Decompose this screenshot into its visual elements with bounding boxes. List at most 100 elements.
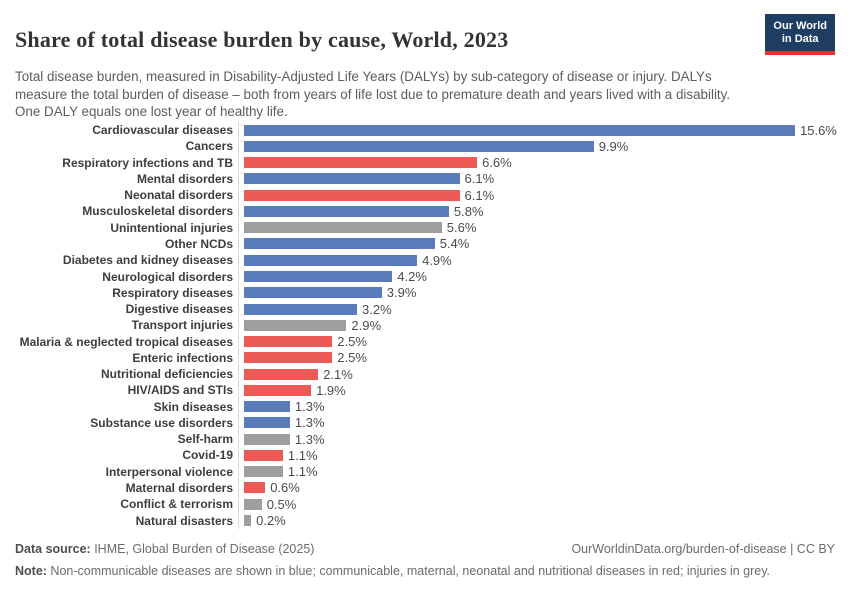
category-label: Diabetes and kidney diseases <box>62 253 233 268</box>
bar-zone: 1.3% <box>244 415 325 430</box>
bar-zone: 0.5% <box>244 497 296 512</box>
bar-row[interactable]: Mental disorders 6.1% <box>15 171 850 187</box>
bar[interactable] <box>244 287 382 299</box>
bar-zone: 6.1% <box>244 188 494 203</box>
category-label: Malaria & neglected tropical diseases <box>19 334 233 349</box>
bar[interactable] <box>244 384 312 396</box>
category-label: Other NCDs <box>164 236 233 251</box>
bar-row[interactable]: Respiratory infections and TB 6.6% <box>15 155 850 171</box>
bar[interactable] <box>244 368 319 380</box>
bar-row[interactable]: Other NCDs 5.4% <box>15 236 850 252</box>
category-label: Digestive diseases <box>125 302 233 317</box>
data-source-label: Data source: <box>15 542 91 556</box>
bar-row[interactable]: Cancers 9.9% <box>15 138 850 154</box>
bar[interactable] <box>244 189 460 201</box>
category-label: Covid-19 <box>182 448 233 463</box>
bar-row[interactable]: Interpersonal violence 1.1% <box>15 464 850 480</box>
bar[interactable] <box>244 417 290 429</box>
value-label: 3.9% <box>386 285 417 301</box>
owid-logo[interactable]: Our World in Data <box>765 14 835 55</box>
bar-row[interactable]: Malaria & neglected tropical diseases 2.5… <box>15 333 850 349</box>
value-label: 1.3% <box>294 431 325 447</box>
zero-axis-line <box>238 122 239 529</box>
bar[interactable] <box>244 319 347 331</box>
bar-row[interactable]: Self-harm 1.3% <box>15 431 850 447</box>
bar[interactable] <box>244 271 393 283</box>
category-label: Enteric infections <box>132 350 233 365</box>
bar-zone: 1.3% <box>244 399 325 414</box>
owid-logo-line2: in Data <box>781 33 819 45</box>
value-label: 1.3% <box>294 399 325 415</box>
bar[interactable] <box>244 238 435 250</box>
category-label: Natural disasters <box>135 513 233 528</box>
value-label: 1.3% <box>294 415 325 431</box>
bar-zone: 1.1% <box>244 448 318 463</box>
bar[interactable] <box>244 140 594 152</box>
bar-row[interactable]: Musculoskeletal disorders 5.8% <box>15 203 850 219</box>
value-label: 2.5% <box>337 334 367 350</box>
chart-subtitle: Total disease burden, measured in Disabi… <box>15 69 731 120</box>
bar-row[interactable]: Unintentional injuries 5.6% <box>15 220 850 236</box>
category-label: Neonatal disorders <box>124 188 233 203</box>
category-label: Cardiovascular diseases <box>92 123 233 138</box>
owid-url-link[interactable]: OurWorldinData.org/burden-of-disease | C… <box>571 542 835 556</box>
footer-note: Note: Non-communicable diseases are show… <box>15 564 835 578</box>
value-label: 3.2% <box>362 301 392 317</box>
bar[interactable] <box>244 173 460 185</box>
bar-row[interactable]: Substance use disorders 1.3% <box>15 415 850 431</box>
bar[interactable] <box>244 433 290 445</box>
bar[interactable] <box>244 222 442 234</box>
bar-zone: 3.2% <box>244 302 392 317</box>
bar[interactable] <box>244 449 283 461</box>
bar[interactable] <box>244 352 333 364</box>
bar[interactable] <box>244 205 449 217</box>
category-label: Substance use disorders <box>90 415 233 430</box>
bar-zone: 0.6% <box>244 480 300 495</box>
bar-row[interactable]: Diabetes and kidney diseases 4.9% <box>15 252 850 268</box>
bar-row[interactable]: Skin diseases 1.3% <box>15 399 850 415</box>
chart-footer: Data source: IHME, Global Burden of Dise… <box>15 542 835 578</box>
bar[interactable] <box>244 498 262 510</box>
owid-logo-line1: Our World <box>773 20 827 32</box>
bar[interactable] <box>244 336 333 348</box>
bar-zone: 6.6% <box>244 155 512 170</box>
bar-zone: 1.9% <box>244 383 346 398</box>
bar-row[interactable]: Respiratory diseases 3.9% <box>15 285 850 301</box>
bar[interactable] <box>244 303 357 315</box>
bar-row[interactable]: Maternal disorders 0.6% <box>15 480 850 496</box>
category-label: Interpersonal violence <box>105 464 233 479</box>
footer-note-label: Note: <box>15 564 47 578</box>
bar[interactable] <box>244 515 252 526</box>
bar[interactable] <box>244 466 283 478</box>
bar-row[interactable]: Nutritional deficiencies 2.1% <box>15 366 850 382</box>
data-source-text: IHME, Global Burden of Disease (2025) <box>90 542 315 556</box>
category-label: Skin diseases <box>153 399 233 414</box>
bar-row[interactable]: Transport injuries 2.9% <box>15 317 850 333</box>
bar-row[interactable]: Neonatal disorders 6.1% <box>15 187 850 203</box>
bar-zone: 5.6% <box>244 220 476 235</box>
bar-row[interactable]: Digestive diseases 3.2% <box>15 301 850 317</box>
value-label: 1.1% <box>287 447 318 463</box>
bar[interactable] <box>244 254 418 266</box>
category-label: Respiratory diseases <box>112 285 233 300</box>
category-label: Nutritional deficiencies <box>100 367 233 382</box>
bar-row[interactable]: Enteric infections 2.5% <box>15 350 850 366</box>
bar-zone: 2.5% <box>244 350 367 365</box>
bar-row[interactable]: Neurological disorders 4.2% <box>15 268 850 284</box>
category-label: Unintentional injuries <box>110 220 233 235</box>
bar-row[interactable]: HIV/AIDS and STIs 1.9% <box>15 382 850 398</box>
bar-row[interactable]: Covid-19 1.1% <box>15 447 850 463</box>
bar[interactable] <box>244 157 478 169</box>
bar[interactable] <box>244 124 795 136</box>
bar-zone: 4.2% <box>244 269 427 284</box>
value-label: 5.6% <box>446 220 477 236</box>
bar-row[interactable]: Cardiovascular diseases 15.6% <box>15 122 850 138</box>
bar[interactable] <box>244 482 266 494</box>
chart-title: Share of total disease burden by cause, … <box>15 26 509 52</box>
bar-row[interactable]: Conflict & terrorism 0.5% <box>15 496 850 512</box>
category-label: HIV/AIDS and STIs <box>127 383 233 398</box>
bar[interactable] <box>244 401 290 413</box>
value-label: 0.6% <box>270 480 300 496</box>
bar-zone: 4.9% <box>244 253 452 268</box>
bar-row[interactable]: Natural disasters 0.2% <box>15 512 850 528</box>
